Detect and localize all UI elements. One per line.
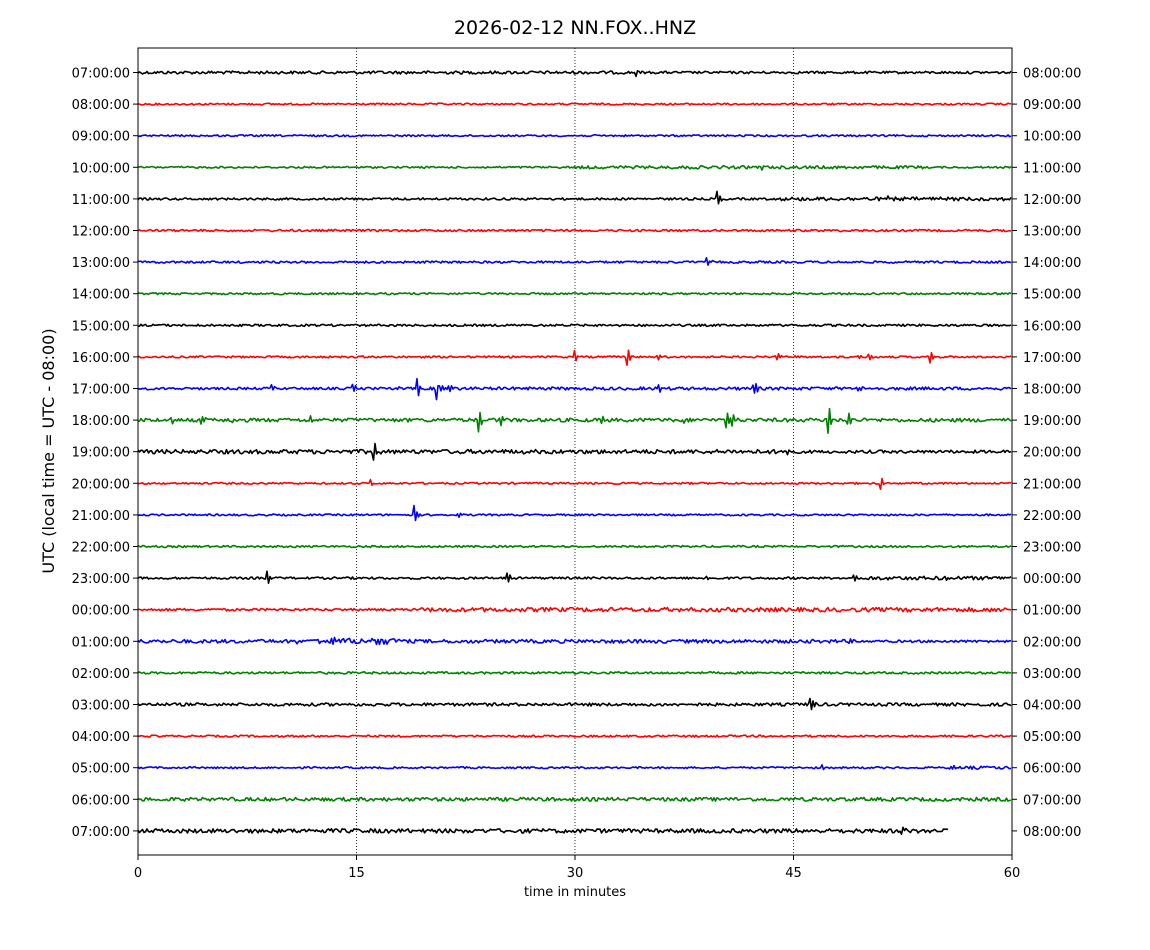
- y-tick-label-right: 09:00:00: [1023, 98, 1081, 113]
- y-tick-label-left: 23:00:00: [72, 572, 130, 587]
- y-tick-label-left: 16:00:00: [72, 351, 130, 366]
- y-tick-label-right: 18:00:00: [1023, 383, 1081, 398]
- y-tick-label-left: 21:00:00: [72, 509, 130, 524]
- trace-line: [137, 323, 1012, 328]
- x-axis-label: time in minutes: [524, 885, 626, 900]
- chart-title: 2026-02-12 NN.FOX..HNZ: [454, 17, 696, 39]
- trace-line: [137, 544, 1012, 549]
- y-tick-label-right: 10:00:00: [1023, 130, 1081, 145]
- y-tick-label-right: 19:00:00: [1023, 414, 1081, 429]
- y-tick-label-right: 17:00:00: [1023, 351, 1081, 366]
- y-tick-label-right: 21:00:00: [1023, 477, 1081, 492]
- y-tick-label-left: 14:00:00: [72, 288, 130, 303]
- y-tick-label-right: 12:00:00: [1023, 193, 1081, 208]
- y-tick-label-left: 18:00:00: [72, 414, 130, 429]
- y-tick-label-right: 07:00:00: [1023, 793, 1081, 808]
- y-tick-label-left: 02:00:00: [72, 667, 130, 682]
- trace-line: [137, 256, 1012, 266]
- trace-line: [137, 407, 1012, 434]
- y-tick-label-right: 03:00:00: [1023, 667, 1081, 682]
- y-tick-label-left: 12:00:00: [72, 225, 130, 240]
- y-tick-label-left: 22:00:00: [72, 541, 130, 556]
- y-tick-label-left: 19:00:00: [72, 446, 130, 461]
- x-tick-label: 60: [1004, 866, 1021, 881]
- seismic-traces: [137, 70, 1012, 836]
- x-tick-label: 0: [134, 866, 142, 881]
- trace-line: [137, 570, 1012, 584]
- trace-line: [137, 102, 1012, 106]
- vertical-gridlines: [356, 48, 794, 855]
- y-tick-label-left: 07:00:00: [72, 67, 130, 82]
- y-tick-label-left: 13:00:00: [72, 256, 130, 271]
- trace-line: [137, 764, 1012, 771]
- y-tick-label-right: 08:00:00: [1023, 67, 1081, 82]
- y-tick-label-left: 04:00:00: [72, 730, 130, 745]
- trace-line: [137, 349, 1012, 366]
- y-tick-label-left: 07:00:00: [72, 825, 130, 840]
- y-tick-label-right: 22:00:00: [1023, 509, 1081, 524]
- y-tick-label-right: 23:00:00: [1023, 541, 1081, 556]
- trace-line: [137, 228, 1012, 233]
- y-tick-label-right: 14:00:00: [1023, 256, 1081, 271]
- y-tick-label-right: 08:00:00: [1023, 825, 1081, 840]
- trace-line: [137, 190, 1012, 205]
- y-axis-label: UTC (local time = UTC - 08:00): [39, 328, 58, 573]
- trace-line: [137, 377, 1012, 401]
- x-tick-label: 30: [567, 866, 584, 881]
- y-tick-label-right: 20:00:00: [1023, 446, 1081, 461]
- y-tick-label-right: 04:00:00: [1023, 699, 1081, 714]
- left-time-axis: 07:00:00 08:00:00 09:00:00 10:00:00 11:00:00…: [72, 67, 138, 840]
- y-tick-label-left: 10:00:00: [72, 161, 130, 176]
- trace-line: [137, 291, 1012, 296]
- y-tick-label-left: 11:00:00: [72, 193, 130, 208]
- y-tick-label-right: 02:00:00: [1023, 635, 1081, 650]
- trace-line: [137, 477, 1012, 491]
- y-tick-label-left: 03:00:00: [72, 699, 130, 714]
- trace-line: [137, 734, 1012, 738]
- trace-line: [137, 671, 1012, 675]
- y-tick-label-right: 16:00:00: [1023, 319, 1081, 334]
- y-tick-label-right: 05:00:00: [1023, 730, 1081, 745]
- trace-line: [137, 134, 1012, 138]
- y-tick-label-right: 00:00:00: [1023, 572, 1081, 587]
- y-tick-label-left: 20:00:00: [72, 477, 130, 492]
- trace-line: [137, 165, 1012, 171]
- x-axis: 0 15 30 45 60: [134, 855, 1020, 881]
- x-tick-label: 15: [348, 866, 365, 881]
- trace-line: [137, 826, 949, 836]
- y-tick-label-left: 05:00:00: [72, 762, 130, 777]
- trace-line: [137, 697, 1012, 711]
- y-tick-label-left: 00:00:00: [72, 604, 130, 619]
- y-tick-label-right: 11:00:00: [1023, 161, 1081, 176]
- y-tick-label-left: 01:00:00: [72, 635, 130, 650]
- y-tick-label-right: 01:00:00: [1023, 604, 1081, 619]
- y-tick-label-left: 08:00:00: [72, 98, 130, 113]
- y-tick-label-left: 15:00:00: [72, 319, 130, 334]
- trace-line: [137, 504, 1012, 522]
- right-time-axis: 08:00:00 09:00:00 10:00:00 11:00:00 12:00:00…: [1012, 67, 1081, 840]
- y-tick-label-left: 06:00:00: [72, 793, 130, 808]
- y-tick-label-left: 17:00:00: [72, 383, 130, 398]
- plot-frame: [137, 47, 1013, 856]
- trace-line: [137, 70, 1012, 78]
- trace-line: [137, 442, 1012, 461]
- y-tick-label-right: 13:00:00: [1023, 225, 1081, 240]
- x-tick-label: 45: [785, 866, 802, 881]
- trace-line: [137, 796, 1012, 802]
- y-tick-label-left: 09:00:00: [72, 130, 130, 145]
- y-tick-label-right: 06:00:00: [1023, 762, 1081, 777]
- trace-line: [137, 636, 1012, 646]
- y-tick-label-right: 15:00:00: [1023, 288, 1081, 303]
- trace-line: [137, 606, 1012, 613]
